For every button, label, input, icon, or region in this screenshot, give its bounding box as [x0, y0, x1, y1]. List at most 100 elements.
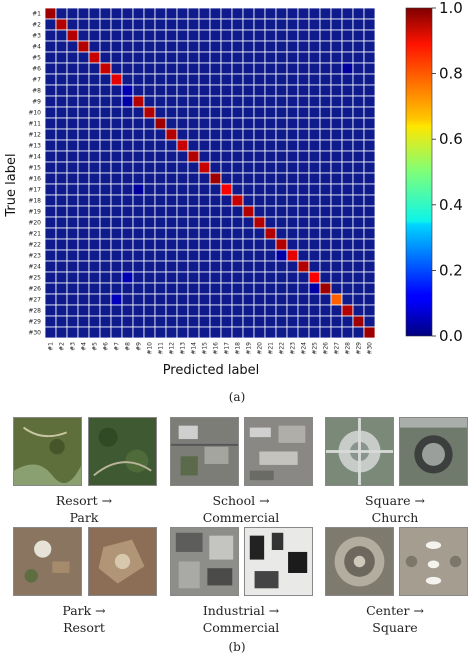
heatmap-cell-r29-c8 [121, 315, 134, 328]
x-tick-label: #1 [48, 342, 55, 351]
heatmap-cell-r24-c19 [242, 260, 255, 273]
heatmap-cell-r16-c25 [308, 172, 321, 185]
x-tick-label: #7 [114, 342, 121, 351]
heatmap-cell-r16-c6 [99, 172, 112, 185]
heatmap-cell-r1-c4 [77, 7, 90, 20]
heatmap-cell-r14-c8 [121, 150, 134, 163]
heatmap-cell-r5-c29 [352, 51, 365, 64]
heatmap-cell-r1-c23 [286, 7, 299, 20]
heatmap-cell-r14-c9 [132, 150, 145, 163]
heatmap-cell-r29-c5 [88, 315, 101, 328]
heatmap-cell-r7-c2 [55, 73, 68, 86]
heatmap-cell-r23-c30 [363, 249, 376, 262]
heatmap-cell-r6-c18 [231, 62, 244, 75]
heatmap-cell-r3-c14 [187, 29, 200, 42]
heatmap-cell-r9-c5 [88, 95, 101, 108]
heatmap-cell-r17-c10 [143, 183, 156, 196]
heatmap-cell-r26-c6 [99, 282, 112, 295]
heatmap-cell-r21-c13 [176, 227, 189, 240]
heatmap-cell-r28-c10 [143, 304, 156, 317]
heatmap-cell-r24-c17 [220, 260, 233, 273]
heatmap-cell-r7-c28 [341, 73, 354, 86]
heatmap-cell-r21-c5 [88, 227, 101, 240]
heatmap-cell-r10-c24 [297, 106, 310, 119]
heatmap-cell-r3-c18 [231, 29, 244, 42]
heatmap-cell-r4-c9 [132, 40, 145, 53]
heatmap-cell-r27-c28 [341, 293, 354, 306]
x-tick-label: #18 [235, 342, 242, 355]
heatmap-cell-r23-c16 [209, 249, 222, 262]
heatmap-cell-r1-c14 [187, 7, 200, 20]
heatmap-cell-r24-c11 [154, 260, 167, 273]
heatmap-cell-r30-c29 [352, 326, 365, 339]
heatmap-cell-r20-c6 [99, 216, 112, 229]
heatmap-cell-r11-c20 [253, 117, 266, 130]
heatmap-cell-r24-c16 [209, 260, 222, 273]
heatmap-cell-r26-c29 [352, 282, 365, 295]
heatmap-cell-r21-c6 [99, 227, 112, 240]
heatmap-cell-r4-c28 [341, 40, 354, 53]
heatmap-cell-r17-c8 [121, 183, 134, 196]
heatmap-cell-r4-c4 [77, 40, 90, 53]
heatmap-cell-r1-c30 [363, 7, 376, 20]
heatmap-cell-r22-c24 [297, 238, 310, 251]
y-tick-label: #3 [32, 33, 41, 40]
heatmap-cell-r10-c6 [99, 106, 112, 119]
heatmap-cell-r6-c29 [352, 62, 365, 75]
heatmap-cell-r3-c26 [319, 29, 332, 42]
heatmap-cell-r24-c3 [66, 260, 79, 273]
heatmap-cell-r17-c21 [264, 183, 277, 196]
heatmap-cell-r7-c29 [352, 73, 365, 86]
heatmap-cell-r26-c11 [154, 282, 167, 295]
heatmap-cell-r7-c1 [44, 73, 57, 86]
heatmap-cell-r5-c18 [231, 51, 244, 64]
heatmap-cell-r18-c24 [297, 194, 310, 207]
heatmap-cell-r15-c20 [253, 161, 266, 174]
heatmap-cell-r2-c15 [198, 18, 211, 31]
heatmap-cell-r7-c3 [66, 73, 79, 86]
heatmap-cell-r21-c10 [143, 227, 156, 240]
heatmap-cell-r8-c12 [165, 84, 178, 97]
y-tick-label: #27 [28, 297, 41, 304]
heatmap-cell-r26-c26 [319, 282, 332, 295]
heatmap-cell-r4-c6 [99, 40, 112, 53]
x-tick-label: #16 [213, 342, 220, 355]
x-tick-label: #6 [103, 342, 110, 351]
heatmap-cell-r26-c28 [341, 282, 354, 295]
heatmap-cell-r27-c19 [242, 293, 255, 306]
heatmap-cell-r2-c10 [143, 18, 156, 31]
heatmap-cell-r20-c2 [55, 216, 68, 229]
heatmap-cell-r8-c17 [220, 84, 233, 97]
heatmap-cell-r1-c7 [110, 7, 123, 20]
heatmap-cell-r15-c30 [363, 161, 376, 174]
heatmap-cell-r23-c14 [187, 249, 200, 262]
heatmap-cell-r2-c28 [341, 18, 354, 31]
heatmap-cell-r20-c9 [132, 216, 145, 229]
heatmap-cell-r19-c4 [77, 205, 90, 218]
heatmap-cell-r2-c14 [187, 18, 200, 31]
heatmap-cell-r21-c11 [154, 227, 167, 240]
heatmap-cell-r29-c10 [143, 315, 156, 328]
heatmap-cell-r19-c5 [88, 205, 101, 218]
heatmap-cell-r3-c15 [198, 29, 211, 42]
heatmap-cell-r22-c20 [253, 238, 266, 251]
heatmap-cell-r11-c25 [308, 117, 321, 130]
heatmap-cell-r12-c5 [88, 128, 101, 141]
heatmap-cell-r17-c24 [297, 183, 310, 196]
heatmap-cell-r29-c24 [297, 315, 310, 328]
x-tick-label: #10 [147, 342, 154, 355]
heatmap-cell-r6-c9 [132, 62, 145, 75]
heatmap-cell-r8-c20 [253, 84, 266, 97]
heatmap-cell-r30-c3 [66, 326, 79, 339]
heatmap-cell-r28-c11 [154, 304, 167, 317]
x-tick-label: #23 [290, 342, 297, 355]
heatmap-cell-r6-c28 [341, 62, 354, 75]
colorbar-tick-label: 0.4 [439, 196, 463, 214]
heatmap-cell-r4-c22 [275, 40, 288, 53]
heatmap-cell-r13-c14 [187, 139, 200, 152]
heatmap-cell-r21-c12 [165, 227, 178, 240]
heatmap-cell-r3-c12 [165, 29, 178, 42]
heatmap-cell-r9-c30 [363, 95, 376, 108]
heatmap-cell-r25-c22 [275, 271, 288, 284]
heatmap-cell-r11-c5 [88, 117, 101, 130]
